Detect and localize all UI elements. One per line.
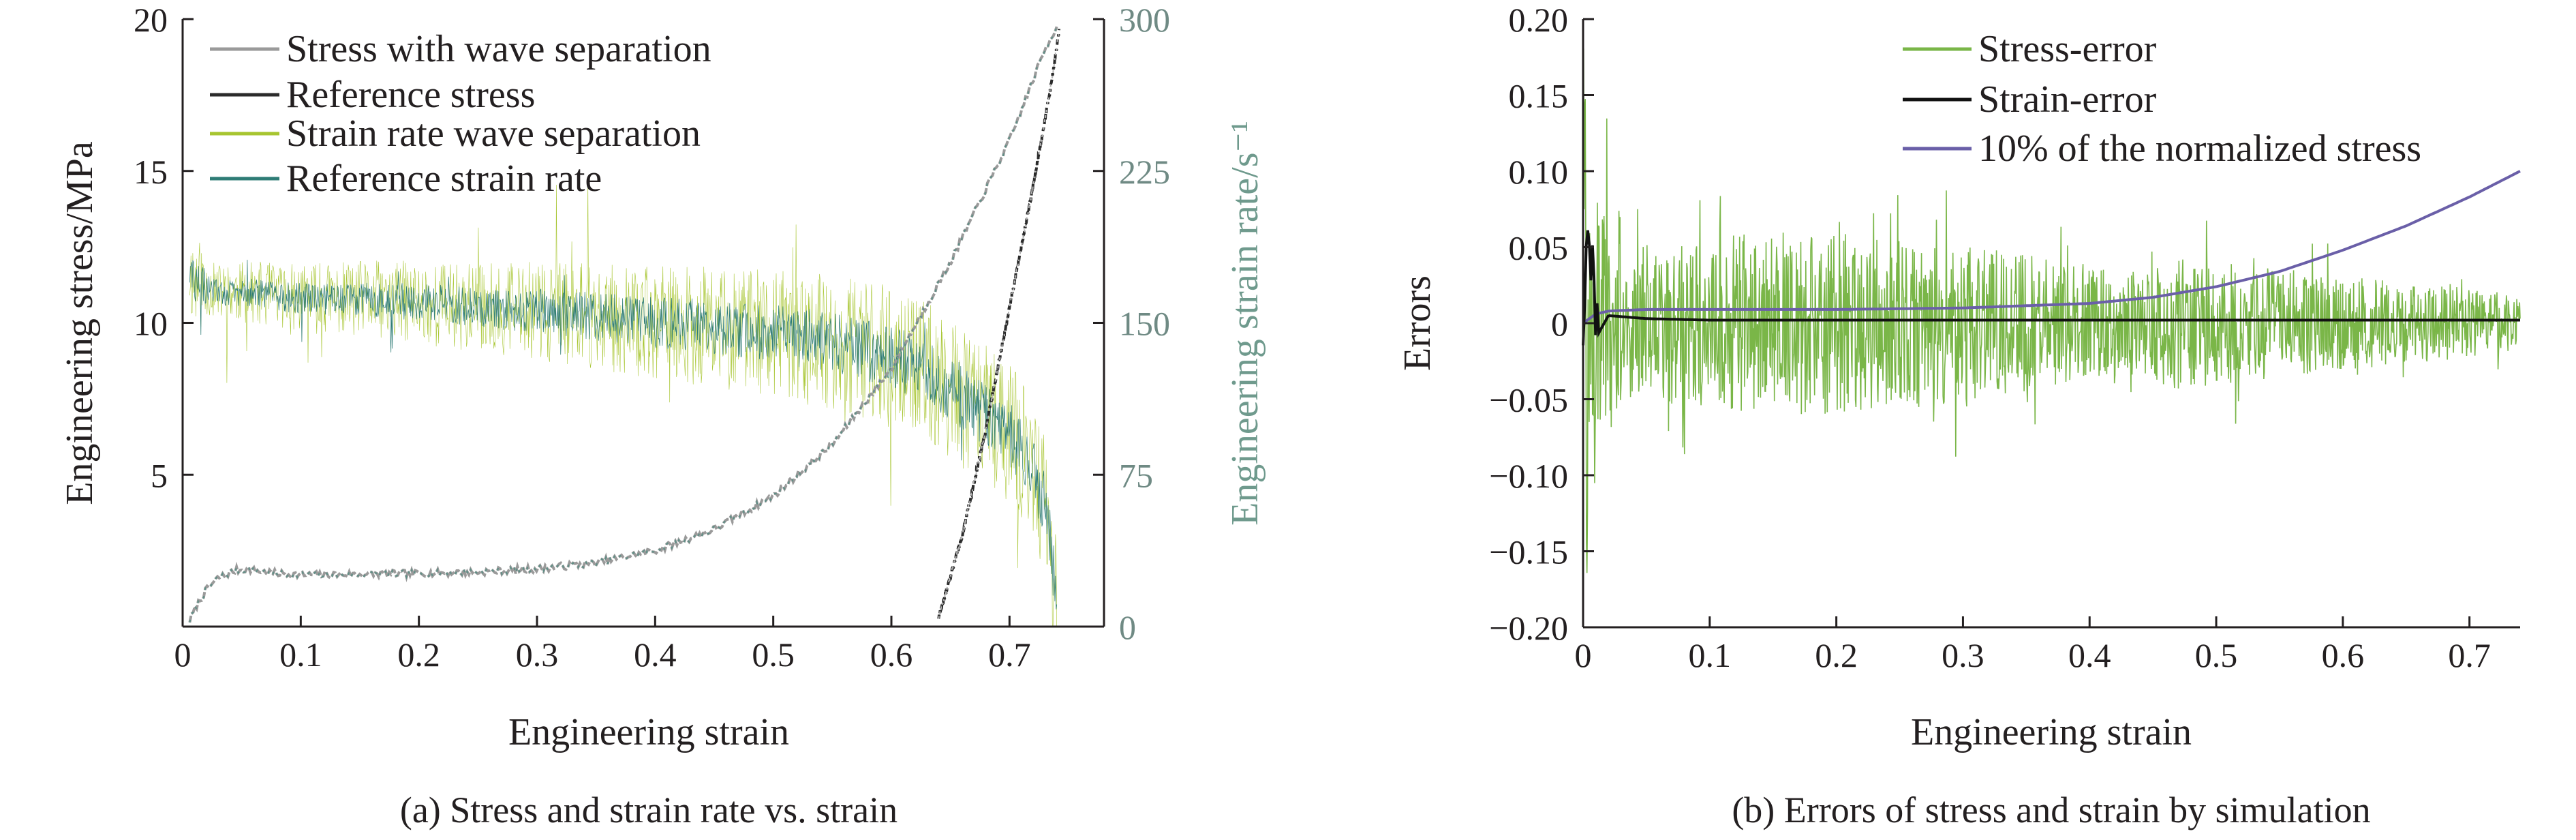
legend-label: Stress-error — [1978, 28, 2157, 70]
chart-a-plot-area — [188, 26, 1061, 627]
legend-label: Reference strain rate — [286, 158, 602, 200]
series-line-reference-strain-rate — [189, 259, 1058, 610]
chart-a-y-ticks-right: 0 75 150 225 300 — [1093, 1, 1170, 646]
x-tick-label: 0.5 — [2195, 636, 2238, 674]
chart-b-x-axis-title: Engineering strain — [1911, 711, 2192, 753]
chart-b-y-ticks: −0.20 −0.15 −0.10 −0.05 0 0.05 0.10 0.15 0.20 — [1489, 1, 1594, 647]
x-tick-label: 0.4 — [2068, 636, 2111, 674]
y-tick-label: 0.15 — [1509, 77, 1569, 115]
y-right-tick-label: 75 — [1119, 456, 1153, 494]
legend-label: 10% of the normalized stress — [1978, 127, 2421, 170]
chart-b: 0 0.1 0.2 0.3 0.4 0.5 0.6 0.7 −0.20−0.15−0.10−0… — [1396, 1, 2521, 830]
x-tick-label: 0.1 — [1689, 636, 1732, 674]
y-tick-label: 0.20 — [1509, 1, 1569, 39]
y-tick-label: 20 — [134, 1, 168, 39]
x-tick-label: 0.4 — [634, 635, 677, 674]
x-tick-label: 0.1 — [279, 635, 322, 674]
y-tick-label: −0.20 — [1489, 609, 1568, 647]
series-line-normalized-stress — [1582, 170, 2521, 325]
x-tick-label: 0.7 — [2448, 636, 2491, 674]
chart-a-caption: (a) Stress and strain rate vs. strain — [400, 790, 898, 830]
y-right-tick-label: 0 — [1119, 608, 1136, 646]
y-tick-label: −0.05 — [1489, 381, 1568, 419]
y-tick-label: −0.10 — [1489, 457, 1568, 495]
legend-label: Strain-error — [1978, 78, 2157, 121]
x-tick-label: 0.7 — [988, 635, 1031, 674]
series-line-reference-stress-overlay — [938, 29, 1060, 619]
series-line-strain-rate-wave-separation — [189, 181, 1057, 627]
y-right-tick-label: 300 — [1119, 1, 1170, 39]
x-tick-label: 0 — [1575, 636, 1592, 674]
y-right-tick-label: 225 — [1119, 153, 1170, 191]
y-tick-label: 5 — [151, 456, 168, 494]
y-right-tick-label: 150 — [1119, 305, 1170, 343]
x-tick-label: 0 — [174, 635, 191, 674]
chart-a-y-axis-title-right: Engineering strain rate/s⁻¹ — [1224, 121, 1266, 526]
chart-b-y-axis-title: Errors — [1396, 275, 1439, 371]
chart-b-legend: Stress-error Strain-error 10% of the norma… — [1903, 28, 2421, 170]
y-tick-label: 10 — [134, 305, 168, 343]
chart-b-x-ticks: 0 0.1 0.2 0.3 0.4 0.5 0.6 0.7 — [1575, 616, 2491, 674]
chart-a-x-axis-title: Engineering strain — [508, 711, 789, 753]
y-tick-label: 0.10 — [1509, 153, 1569, 191]
y-tick-label: −0.15 — [1489, 533, 1568, 571]
series-line-strain-error — [1582, 230, 2520, 346]
series-line-stress-with-wave-separation-overlay — [189, 26, 1058, 623]
chart-b-caption: (b) Errors of stress and strain by simul… — [1732, 790, 2370, 830]
x-tick-label: 0.3 — [516, 635, 559, 674]
series-line-stress-error — [1582, 48, 2521, 573]
x-tick-label: 0.5 — [752, 635, 795, 674]
legend-label: Stress with wave separation — [286, 28, 711, 70]
x-tick-label: 0.6 — [2322, 636, 2365, 674]
x-tick-label: 0.6 — [870, 635, 913, 674]
y-tick-label: 0 — [1551, 305, 1568, 343]
x-tick-label: 0.2 — [1815, 636, 1858, 674]
legend-label: Strain rate wave separation — [286, 112, 701, 155]
x-tick-label: 0.2 — [397, 635, 440, 674]
chart-a-y-ticks: 5 10 15 20 — [134, 1, 194, 494]
chart-a: 0 0.1 0.2 0.3 0.4 0.5 0.6 0.7 5 10 15 20 0 75 150 225… — [59, 1, 1266, 830]
chart-a-x-ticks: 0 0.1 0.2 0.3 0.4 0.5 0.6 0.7 — [174, 616, 1031, 674]
x-tick-label: 0.3 — [1942, 636, 1984, 674]
series-line-reference-stress — [937, 29, 1061, 622]
legend-label: Reference stress — [286, 74, 535, 116]
chart-a-y-axis-title: Engineering stress/MPa — [59, 141, 101, 505]
y-tick-label: 0.05 — [1509, 229, 1569, 267]
y-tick-label: 15 — [134, 153, 168, 191]
chart-b-plot-area — [1582, 48, 2521, 573]
